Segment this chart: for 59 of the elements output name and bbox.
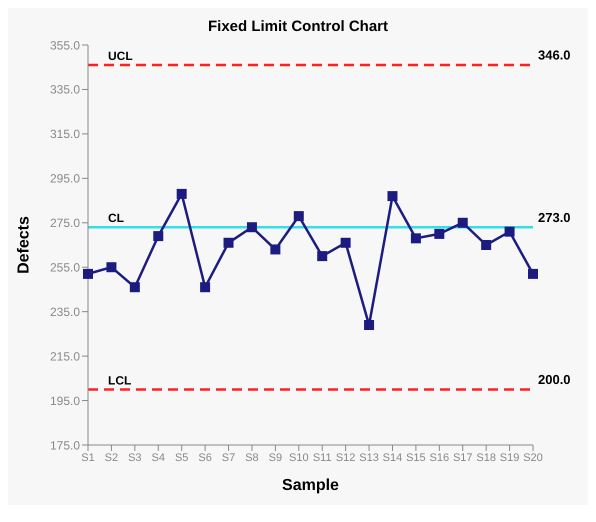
point <box>387 191 398 202</box>
x-tick-label: S10 <box>289 452 309 464</box>
x-tick-label: S12 <box>336 452 356 464</box>
y-tick-label: 315.0 <box>50 127 80 142</box>
x-tick-label: S14 <box>382 452 402 464</box>
point <box>481 240 492 250</box>
x-tick-label: S16 <box>430 452 450 464</box>
x-tick-label: S4 <box>152 452 165 464</box>
ref-line-label: CL <box>108 211 124 226</box>
point <box>176 188 187 199</box>
point <box>153 231 164 242</box>
x-tick-label: S11 <box>312 452 332 464</box>
y-tick-label: 215.0 <box>50 349 80 364</box>
x-tick-label: S6 <box>198 452 212 464</box>
x-tick-label: S2 <box>104 452 118 464</box>
y-tick-label: 175.0 <box>50 438 80 452</box>
point <box>106 262 116 272</box>
annotation: 273.0 <box>538 210 571 225</box>
ref-line-label: UCL <box>108 49 133 63</box>
y-tick-label: 235.0 <box>50 304 80 319</box>
x-axis-title: Sample <box>282 477 340 494</box>
point <box>246 222 257 232</box>
annotation: 346.0 <box>538 48 571 63</box>
x-tick-label: S5 <box>174 452 188 464</box>
x-tick-label: S20 <box>523 452 543 464</box>
y-tick-label: 335.0 <box>50 82 80 97</box>
y-tick-label: 255.0 <box>50 260 80 274</box>
y-tick-label: 275.0 <box>50 216 80 230</box>
point <box>410 233 421 244</box>
x-tick-label: S17 <box>452 452 473 464</box>
point <box>364 320 374 330</box>
x-tick-label: S8 <box>245 452 259 464</box>
point <box>270 244 280 254</box>
point <box>83 268 93 279</box>
ref-line-label: LCL <box>108 373 132 388</box>
point <box>224 238 234 248</box>
x-tick-label: S18 <box>476 452 496 464</box>
x-tick-label: S15 <box>406 452 426 464</box>
y-tick-label: 195.0 <box>50 394 80 408</box>
x-tick-label: S13 <box>359 452 379 464</box>
point <box>294 211 304 222</box>
point <box>458 218 468 228</box>
x-tick-label: S9 <box>268 452 282 464</box>
chart-title: Fixed Limit Control Chart <box>207 17 389 35</box>
point <box>504 226 515 237</box>
point <box>130 282 140 292</box>
y-tick-label: 355.0 <box>50 38 80 52</box>
point <box>317 251 328 262</box>
x-tick-label: S3 <box>128 452 142 464</box>
annotation: 200.0 <box>538 372 571 388</box>
y-axis-title: Defects <box>16 216 33 274</box>
point <box>340 238 351 248</box>
x-tick-label: S1 <box>81 452 95 464</box>
point <box>200 282 210 292</box>
point <box>528 268 538 279</box>
y-tick-label: 295.0 <box>50 172 80 186</box>
x-tick-label: S19 <box>500 452 520 464</box>
point <box>434 228 444 239</box>
x-tick-label: S7 <box>222 452 236 464</box>
